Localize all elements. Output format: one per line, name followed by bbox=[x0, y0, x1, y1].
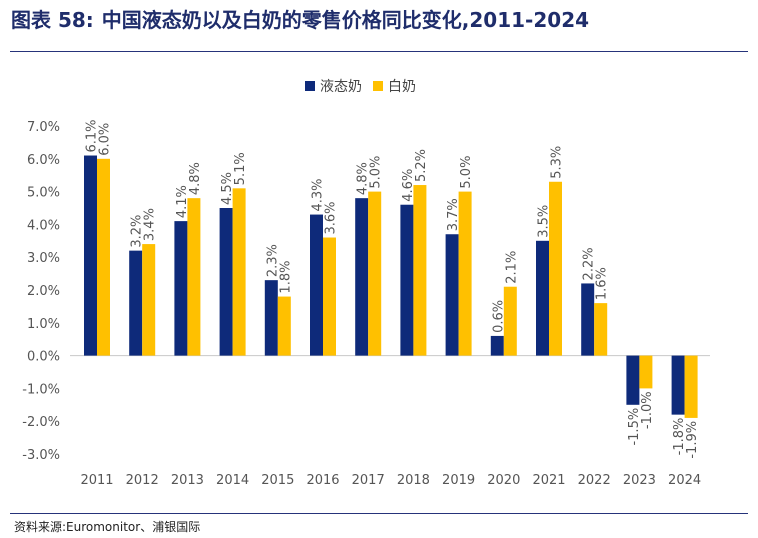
bottom-divider bbox=[10, 513, 748, 514]
y-tick-label: -3.0% bbox=[22, 448, 60, 463]
x-tick-label: 2021 bbox=[532, 473, 565, 488]
x-tick-label: 2023 bbox=[623, 473, 656, 488]
data-label: 1.6% bbox=[595, 267, 610, 300]
y-tick-label: 4.0% bbox=[27, 218, 60, 233]
bar-liquid-milk bbox=[400, 204, 414, 356]
legend-label: 液态奶 bbox=[320, 79, 362, 95]
data-label: 3.4% bbox=[143, 208, 158, 241]
x-tick-label: 2019 bbox=[442, 473, 475, 488]
data-label: 5.2% bbox=[414, 149, 429, 182]
data-label: 3.7% bbox=[446, 198, 461, 231]
legend-label: 白奶 bbox=[388, 79, 416, 95]
bar-white-milk bbox=[594, 303, 608, 356]
data-label: -1.5% bbox=[627, 408, 642, 446]
bar-white-milk bbox=[142, 244, 156, 356]
bar-white-milk bbox=[639, 355, 653, 389]
figure-number: 图表 58: bbox=[11, 8, 94, 32]
bar-white-milk bbox=[503, 286, 517, 356]
x-tick-label: 2011 bbox=[80, 473, 113, 488]
bar-white-milk bbox=[549, 181, 562, 356]
y-tick-label: 1.0% bbox=[27, 317, 60, 332]
bar-white-milk bbox=[368, 191, 382, 356]
data-label: -1.0% bbox=[640, 391, 655, 429]
bar-white-milk bbox=[232, 188, 246, 356]
x-tick-label: 2022 bbox=[578, 473, 611, 488]
data-label: 3.6% bbox=[324, 201, 339, 234]
legend-swatch bbox=[373, 81, 383, 91]
bar-chart: 7.0% 6.0% 5.0% 4.0% 3.0% 2.0% 1.0% 0.0% -1.0% -2.… bbox=[22, 79, 710, 488]
bar-liquid-milk bbox=[264, 280, 278, 356]
data-label: 4.8% bbox=[356, 162, 371, 195]
bar-white-milk bbox=[323, 237, 336, 356]
x-tick-label: 2017 bbox=[352, 473, 385, 488]
bar-liquid-milk bbox=[581, 283, 595, 356]
data-label: -1.9% bbox=[685, 421, 700, 459]
data-label: 2.1% bbox=[504, 251, 519, 284]
data-label: 6.0% bbox=[98, 123, 113, 156]
data-label: 0.6% bbox=[491, 300, 506, 333]
y-tick-label: 3.0% bbox=[27, 251, 60, 266]
bar-liquid-milk bbox=[174, 221, 188, 356]
y-tick-label: 6.0% bbox=[27, 153, 60, 168]
bar-white-milk bbox=[97, 158, 110, 356]
data-label: 4.6% bbox=[401, 169, 416, 202]
y-tick-label: 0.0% bbox=[27, 350, 60, 365]
y-tick-label: -2.0% bbox=[22, 415, 60, 430]
data-label: 4.5% bbox=[220, 172, 235, 205]
data-label: 4.8% bbox=[188, 162, 203, 195]
bar-liquid-milk bbox=[536, 240, 549, 356]
data-label: 3.5% bbox=[537, 205, 552, 238]
data-label: 2.3% bbox=[265, 244, 280, 277]
y-tick-label: 5.0% bbox=[27, 186, 60, 201]
data-label: 2.2% bbox=[582, 247, 597, 280]
bar-liquid-milk bbox=[84, 155, 97, 356]
bar-liquid-milk bbox=[219, 208, 233, 356]
x-tick-label: 2012 bbox=[126, 473, 159, 488]
source-note: 资料来源:Euromonitor、浦银国际 bbox=[14, 520, 201, 534]
bar-liquid-milk bbox=[129, 250, 143, 356]
bar-liquid-milk bbox=[671, 355, 685, 415]
bar-white-milk bbox=[277, 296, 291, 356]
data-label: 5.3% bbox=[550, 146, 565, 179]
x-tick-label: 2018 bbox=[397, 473, 430, 488]
data-label: 4.1% bbox=[175, 185, 190, 218]
bar-liquid-milk bbox=[626, 355, 640, 405]
bar-white-milk bbox=[413, 185, 427, 356]
x-tick-label: 2020 bbox=[487, 473, 520, 488]
figure-title: 中国液态奶以及白奶的零售价格同比变化,2011-2024 bbox=[101, 8, 590, 32]
x-tick-label: 2016 bbox=[306, 473, 339, 488]
bar-liquid-milk bbox=[355, 198, 369, 356]
y-tick-label: -1.0% bbox=[22, 382, 60, 397]
legend-swatch bbox=[305, 81, 315, 91]
bar-liquid-milk bbox=[445, 234, 459, 356]
top-divider bbox=[10, 51, 748, 52]
bar-white-milk bbox=[684, 355, 698, 418]
data-label: 5.0% bbox=[369, 156, 384, 189]
bar-white-milk bbox=[458, 191, 472, 356]
data-label: 4.3% bbox=[311, 179, 326, 212]
chart-title: 图表 58: 中国液态奶以及白奶的零售价格同比变化,2011-2024 bbox=[11, 4, 589, 36]
y-tick-label: 7.0% bbox=[27, 120, 60, 135]
y-tick-label: 2.0% bbox=[27, 284, 60, 299]
x-tick-label: 2015 bbox=[261, 473, 294, 488]
data-label: 3.2% bbox=[130, 215, 145, 248]
x-tick-label: 2014 bbox=[216, 473, 249, 488]
bar-liquid-milk bbox=[490, 335, 504, 356]
data-label: 1.8% bbox=[278, 261, 293, 294]
data-label: 5.0% bbox=[459, 156, 474, 189]
data-label: 6.1% bbox=[85, 119, 100, 152]
data-label: -1.8% bbox=[672, 418, 687, 456]
bar-liquid-milk bbox=[310, 214, 323, 356]
x-tick-label: 2013 bbox=[171, 473, 204, 488]
bar-white-milk bbox=[187, 198, 201, 356]
x-tick-label: 2024 bbox=[668, 473, 701, 488]
data-label: 5.1% bbox=[233, 152, 248, 185]
